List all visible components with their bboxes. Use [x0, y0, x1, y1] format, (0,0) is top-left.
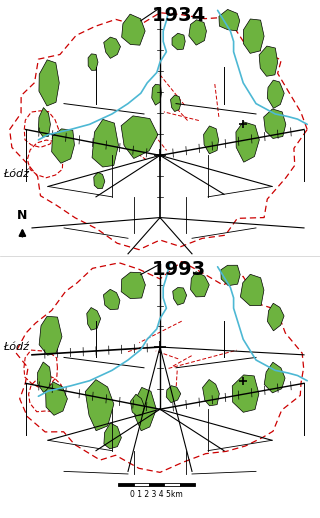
Polygon shape: [172, 33, 185, 50]
Polygon shape: [10, 13, 307, 250]
Polygon shape: [122, 14, 145, 45]
Polygon shape: [131, 394, 144, 415]
Polygon shape: [52, 129, 75, 163]
Polygon shape: [232, 375, 259, 412]
Polygon shape: [166, 386, 181, 402]
Polygon shape: [121, 272, 145, 298]
Polygon shape: [203, 380, 219, 406]
Polygon shape: [267, 80, 284, 108]
Polygon shape: [88, 54, 98, 70]
Polygon shape: [87, 308, 101, 330]
Polygon shape: [259, 46, 278, 76]
Polygon shape: [103, 290, 120, 310]
Text: 0 1 2 3 4 5km: 0 1 2 3 4 5km: [131, 490, 183, 499]
Text: Łódź: Łódź: [3, 168, 29, 179]
Text: Łódź: Łódź: [3, 342, 29, 352]
Polygon shape: [38, 108, 51, 137]
Polygon shape: [104, 423, 121, 449]
Polygon shape: [46, 382, 68, 415]
Polygon shape: [173, 287, 187, 305]
Bar: [134, 483, 149, 486]
Polygon shape: [39, 60, 59, 106]
Polygon shape: [191, 271, 209, 297]
Polygon shape: [135, 387, 156, 431]
Bar: [180, 483, 195, 486]
Bar: [149, 483, 164, 486]
Polygon shape: [189, 20, 206, 45]
Polygon shape: [268, 303, 284, 331]
Polygon shape: [171, 95, 181, 111]
Polygon shape: [152, 84, 161, 105]
Polygon shape: [240, 275, 264, 306]
Polygon shape: [219, 9, 240, 31]
Bar: [164, 483, 180, 486]
Polygon shape: [16, 262, 304, 472]
Polygon shape: [264, 109, 286, 138]
Polygon shape: [243, 19, 264, 53]
Polygon shape: [39, 316, 62, 355]
Polygon shape: [121, 116, 158, 159]
Polygon shape: [204, 126, 219, 154]
Polygon shape: [92, 119, 118, 167]
Text: 1993: 1993: [152, 260, 206, 279]
Polygon shape: [37, 362, 51, 392]
Text: 1934: 1934: [152, 6, 206, 25]
Polygon shape: [236, 122, 259, 162]
Polygon shape: [85, 380, 114, 430]
Polygon shape: [104, 37, 121, 59]
Polygon shape: [94, 172, 105, 189]
Polygon shape: [264, 362, 285, 393]
Text: N: N: [17, 209, 28, 222]
Bar: [118, 483, 134, 486]
Polygon shape: [221, 265, 240, 285]
